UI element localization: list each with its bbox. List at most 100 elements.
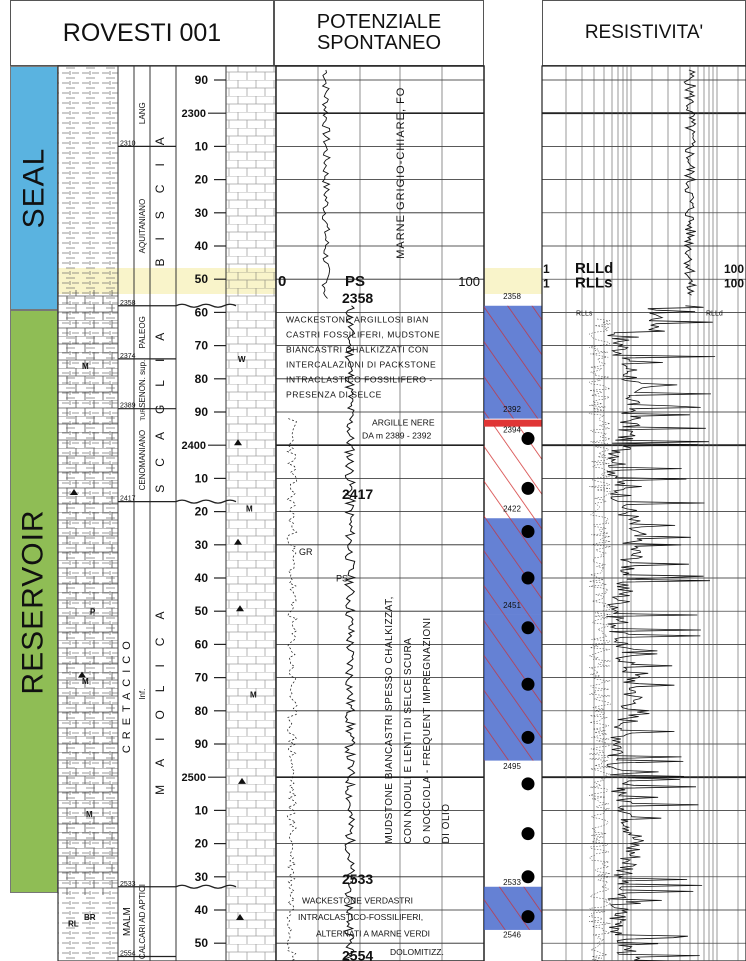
depth-tick-label: 70: [195, 671, 209, 685]
facies-depth-label: 2533: [503, 878, 521, 887]
chert-nodule: [521, 777, 535, 791]
depth-tick-label: 60: [195, 305, 209, 319]
depth-tick-label: 2500: [182, 772, 206, 784]
description-line: ARGILLE NERE: [372, 417, 435, 427]
depth-tick-label: 70: [195, 339, 209, 353]
description-line: DA m 2389 - 2392: [362, 430, 431, 440]
stage-label: CENOMANIANO: [138, 430, 147, 490]
depth-tick-label: 50: [195, 604, 209, 618]
boundary-depth-label: 2310: [120, 140, 136, 147]
fossil-code: RL: [68, 920, 79, 929]
rlld-scale-min: 1: [543, 262, 550, 276]
stage-label: PALEOG: [138, 316, 147, 348]
fossil-code: W: [238, 355, 246, 364]
description-line: DI OLIO: [441, 803, 452, 843]
depth-tick-label: 20: [195, 173, 209, 187]
boundary-depth-label: 2374: [120, 353, 136, 360]
depth-tick-label: 90: [195, 73, 209, 87]
rlls-label: RLLs: [575, 275, 613, 292]
chert-nodule: [521, 870, 535, 884]
chert-nodule: [521, 677, 535, 691]
stage-label: CALCARI AD APTICI: [138, 884, 147, 959]
facies-depth-label: 2358: [503, 292, 521, 301]
depth-tick-label: 90: [195, 737, 209, 751]
well-name: ROVESTI 001: [62, 18, 222, 47]
system-label: MALM: [122, 907, 133, 936]
depth-tick-label: 20: [195, 505, 209, 519]
lithology-column-reservoir: [58, 290, 118, 895]
chert-symbol: [78, 671, 86, 678]
seal-description: MARNE GRIGIO-CHIARE, FO: [395, 87, 407, 259]
facies-depth-label: 2422: [503, 505, 521, 514]
description-line: INTRACLASTICO FOSSILIFERO -: [286, 374, 433, 384]
description-line: CASTRI FOSSILIFERI, MUDSTONE: [286, 329, 440, 339]
facies-depth-label: 2394: [503, 425, 521, 434]
chert-nodule: [521, 827, 535, 841]
chert-nodule: [521, 621, 535, 635]
depth-tick-label: 30: [195, 206, 209, 220]
sp-scale-max: 100: [458, 274, 480, 289]
depth-tick-label: 10: [195, 471, 209, 485]
resistivity-title: RESISTIVITA': [584, 22, 704, 43]
rlld-curve-label: RLLd: [706, 311, 723, 318]
facies-depth-label: 2392: [503, 405, 521, 414]
facies-depth-label: 2451: [503, 601, 521, 610]
description-line: WACKESTONE VERDASTRI: [302, 895, 413, 905]
chert-nodule: [521, 432, 535, 446]
rlld-curve-seal: [683, 69, 698, 296]
rlls-scale-max: 100: [724, 277, 744, 291]
chert-symbol: [236, 605, 244, 612]
depth-tick-label: 20: [195, 837, 209, 851]
description-line: O NOCCIOLA - FREQUENT IMPREGNAZIONI: [422, 617, 433, 843]
depth-tick-label: 50: [195, 272, 209, 286]
ps-curve: [343, 305, 357, 961]
depth-tick-label: 30: [195, 870, 209, 884]
sp-track: [275, 65, 485, 961]
description-line: WACKESTONE ARGILLOSI BIAN: [286, 314, 429, 324]
sp-curve-seal: [321, 69, 331, 299]
chert-symbol: [238, 777, 246, 784]
description-line: INTERCALAZIONI DI PACKSTONE: [286, 359, 436, 369]
rlld-scale-max: 100: [724, 262, 744, 276]
sp-title: POTENZIALE SPONTANEO: [316, 11, 442, 54]
shale-band: [484, 419, 542, 427]
system-label: CRETACICO: [121, 635, 133, 753]
rlls-curve: [588, 318, 612, 961]
depth-tick-label: 40: [195, 239, 209, 253]
description-line: MUDSTONE BIANCASTRI SPESSO CHALKIZZAT,: [384, 596, 395, 844]
chert-symbol: [70, 489, 78, 495]
resistivity-header: RESISTIVITA': [542, 0, 746, 66]
description-line: CON NODULI E LENTI DI SELCE SCURA: [403, 638, 414, 844]
depth-tick-label: 2400: [182, 440, 206, 452]
sp-depth-label: 2554: [342, 947, 373, 961]
description-line: INTRACLASTICO-FOSSILIFERI,: [298, 912, 423, 922]
chert-nodule: [521, 910, 535, 924]
depth-tick-label: 30: [195, 538, 209, 552]
fossil-code: M: [246, 505, 253, 514]
stage-label: SENON. sup.: [138, 360, 147, 408]
formation-label: BISCIA: [153, 119, 167, 266]
sp-depth-label: 2533: [342, 871, 373, 887]
chert-nodule: [521, 730, 535, 744]
facies-depth-label: 2546: [503, 931, 521, 940]
chert-symbol: [234, 439, 242, 446]
sp-scale-label: PS: [345, 273, 365, 290]
sp-depth-label: 2417: [342, 486, 373, 502]
ps-curve-label: PS: [336, 573, 348, 583]
depth-tick-label: 60: [195, 637, 209, 651]
rlld-curve: [606, 305, 716, 961]
stage-label: AQUITANIANO: [138, 199, 147, 254]
rlls-scale-min: 1: [543, 277, 550, 291]
resistivity-track: [541, 65, 746, 961]
description-line: BIANCASTRI CHALKIZZATI CON: [286, 344, 429, 354]
depth-tick-label: 80: [195, 704, 209, 718]
depth-tick-label: 10: [195, 803, 209, 817]
chert-symbol: [234, 538, 242, 545]
boundary-depth-label: 2554: [120, 950, 136, 957]
fossil-code: M: [82, 677, 89, 686]
description-line: ALTERNATI A MARNE VERDI: [316, 929, 430, 939]
gr-curve: [286, 418, 298, 961]
fossil-code: M: [86, 810, 93, 819]
